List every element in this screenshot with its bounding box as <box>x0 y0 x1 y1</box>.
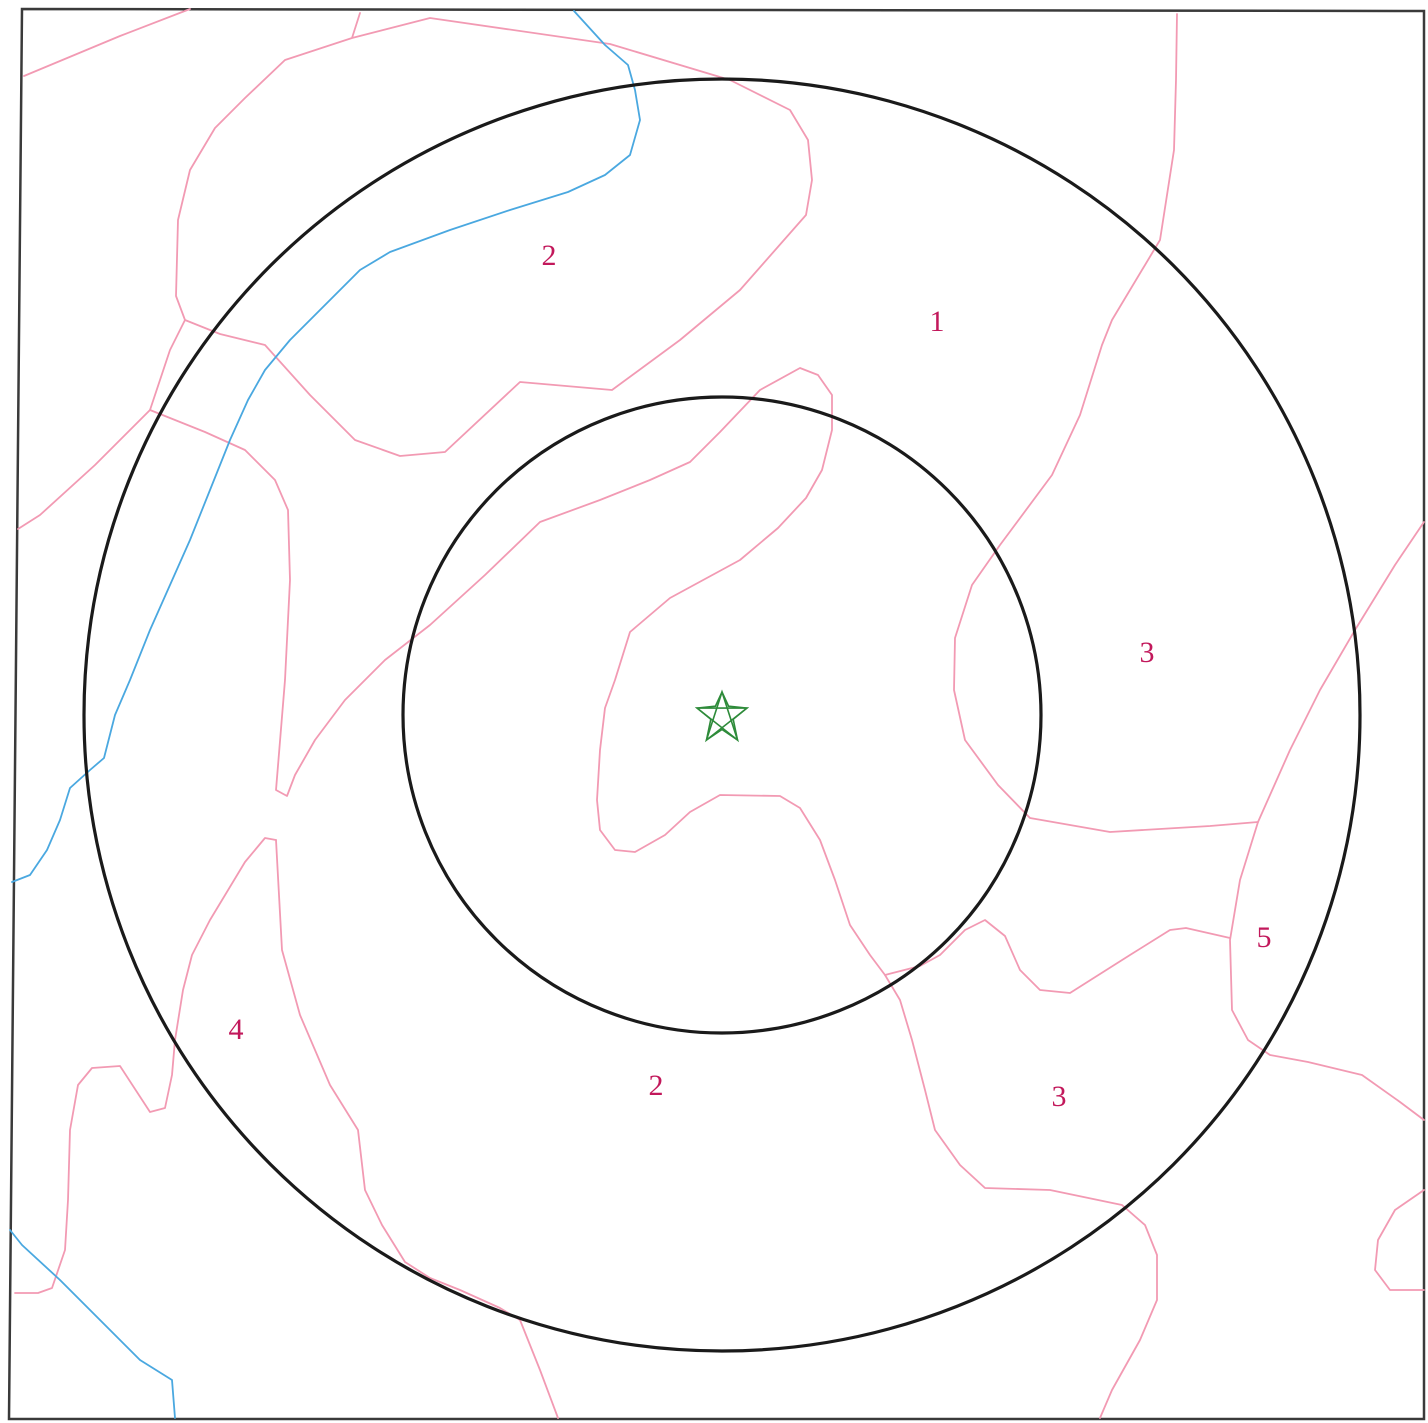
distance-rings <box>82 77 1362 1353</box>
zone-label: 3 <box>1052 1080 1067 1113</box>
zone-boundary-line <box>1257 521 1425 823</box>
zone-label: 2 <box>542 239 557 272</box>
zone-boundary-line <box>884 919 1231 994</box>
zone-label: 2 <box>649 1069 664 1102</box>
map-frame <box>7 7 1426 1421</box>
zone-boundary-line <box>17 319 186 530</box>
zone-boundary-line <box>275 839 559 1419</box>
waterways <box>9 10 641 1419</box>
zone-labels: 2 1 3 5 4 2 3 <box>229 239 1272 1113</box>
zone-boundary-line <box>175 12 813 457</box>
zone-boundary-line <box>1374 1189 1425 1291</box>
zone-boundary-line <box>953 13 1425 1121</box>
zone-boundary-line <box>14 837 277 1294</box>
zone-label: 4 <box>229 1013 244 1046</box>
outer-ring <box>82 77 1362 1353</box>
zone-boundary-line <box>23 8 191 77</box>
star-icon <box>694 689 750 743</box>
zone-label: 3 <box>1140 636 1155 669</box>
zone-label: 1 <box>930 305 945 338</box>
waterway-line <box>11 10 641 883</box>
waterway-line <box>9 1229 176 1419</box>
zone-boundaries <box>14 8 1425 1419</box>
zone-boundary-line <box>149 367 1158 1419</box>
inner-ring <box>401 395 1043 1035</box>
zone-label: 5 <box>1257 921 1272 954</box>
